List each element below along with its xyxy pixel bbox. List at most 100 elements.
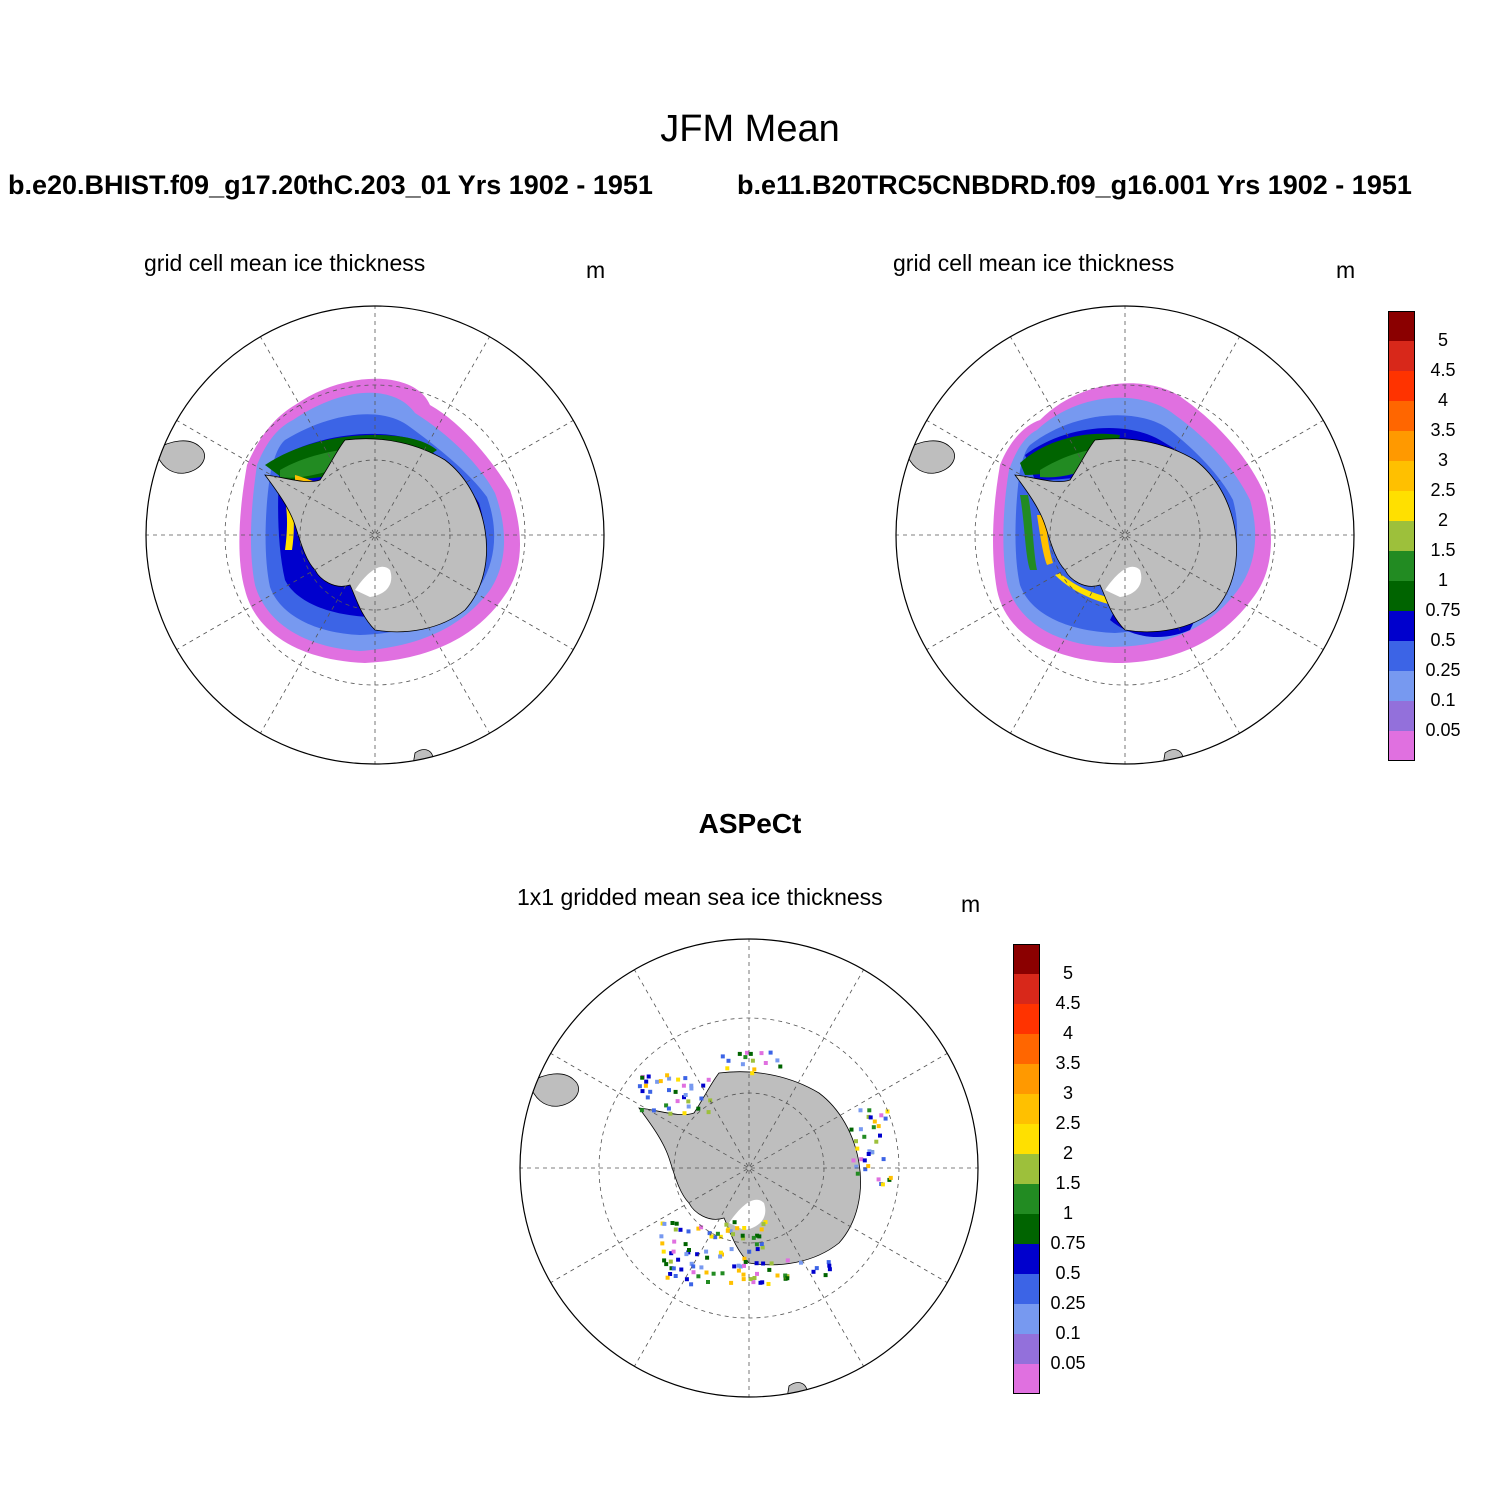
observation-cell [740, 1233, 745, 1238]
observation-cell [759, 1227, 764, 1232]
observation-cell [775, 1058, 780, 1063]
south-america-land [904, 440, 955, 474]
colorbar-tick-label: 2.5 [1430, 480, 1456, 500]
observation-cell [874, 1139, 879, 1144]
observation-cell [706, 1280, 710, 1284]
colorbar-tick-label: 3 [1437, 450, 1448, 470]
observation-cell [655, 1079, 660, 1084]
observation-cell [827, 1263, 832, 1268]
observation-cell [648, 1089, 653, 1094]
observation-cell [725, 1066, 730, 1071]
observation-cell [738, 1264, 743, 1269]
observation-cell [706, 1077, 711, 1082]
observation-cell [639, 1108, 644, 1113]
observation-cell [729, 1247, 734, 1252]
observation-cell [689, 1083, 694, 1088]
weddell-embayment [729, 1199, 766, 1230]
observation-cell [668, 1111, 673, 1116]
observation-cell [757, 1234, 762, 1239]
observation-cell [676, 1077, 681, 1082]
colorbar-tick-label: 2 [1437, 510, 1448, 530]
observation-cell [706, 1110, 711, 1115]
observation-cell [728, 1229, 733, 1234]
colorbar-tick-label: 1.5 [1055, 1173, 1081, 1193]
antarctica-land [264, 438, 487, 633]
observation-cell [664, 1103, 669, 1108]
observation-cell [760, 1245, 765, 1250]
observation-cell [726, 1058, 731, 1063]
observation-cell [866, 1114, 871, 1119]
observation-cell [640, 1075, 645, 1080]
colorbar-tick-label: 0.05 [1050, 1353, 1086, 1373]
observation-cell [849, 1127, 854, 1132]
model-b-run-title: b.e11.B20TRC5CNBDRD.f09_g16.001 Yrs 1902… [737, 170, 1412, 200]
model-a-unit-label: m [586, 257, 606, 283]
observation-cell [750, 1071, 755, 1076]
observation-cell [707, 1231, 712, 1236]
observation-cell [689, 1282, 694, 1287]
observation-cell [826, 1260, 831, 1265]
observation-cell [785, 1276, 790, 1281]
observation-cell [854, 1164, 859, 1169]
observation-cell [763, 1061, 768, 1065]
observations-variable-label: 1x1 gridded mean sea ice thickness [517, 884, 883, 910]
observation-cell [775, 1273, 780, 1278]
colorbar-tick-label: 4 [1437, 390, 1448, 410]
observation-cell [876, 1177, 881, 1182]
colorbar-swatch [1013, 1154, 1040, 1184]
observation-cell [740, 1062, 745, 1067]
observation-cell [678, 1227, 683, 1232]
observation-cell [676, 1257, 681, 1262]
observation-cell [741, 1272, 746, 1277]
observation-cell [660, 1241, 665, 1246]
observation-cell [731, 1232, 735, 1237]
observation-cell [888, 1175, 893, 1180]
observation-cell [742, 1226, 747, 1230]
colorbar-tick-label: 1 [1062, 1203, 1073, 1223]
observation-cell [752, 1276, 757, 1280]
observation-cell [811, 1269, 816, 1274]
observation-cell [691, 1264, 696, 1269]
observation-cell [755, 1271, 759, 1276]
observation-cell [876, 1124, 881, 1129]
observation-cell [666, 1106, 671, 1111]
observation-cell [684, 1252, 689, 1257]
observation-cell [718, 1254, 723, 1259]
model-a-variable-label: grid cell mean ice thickness [144, 250, 426, 276]
observation-cell [751, 1235, 756, 1240]
observation-cell [858, 1108, 863, 1113]
observation-cell [743, 1055, 748, 1060]
observation-cell [880, 1182, 885, 1187]
observation-cell [673, 1227, 678, 1232]
observation-cell [760, 1280, 765, 1285]
observation-cell [741, 1236, 746, 1241]
colorbar-tick-label: 4.5 [1055, 993, 1081, 1013]
colorbar-tick-label: 0.75 [1050, 1233, 1086, 1253]
observation-cell [699, 1096, 704, 1101]
colorbar-tick-label: 3 [1062, 1083, 1073, 1103]
observation-cell [783, 1273, 788, 1278]
observation-cell [862, 1158, 867, 1163]
observation-cell [736, 1268, 741, 1273]
observation-cell [718, 1250, 723, 1255]
observation-cell [866, 1164, 871, 1169]
observations-graticule [520, 939, 978, 1397]
observation-cell [709, 1234, 714, 1239]
observation-cell [651, 1108, 656, 1113]
observation-cell [759, 1051, 764, 1056]
observation-cell [752, 1067, 757, 1072]
observation-cell [729, 1280, 734, 1285]
colorbar-tick-label: 0.75 [1425, 600, 1461, 620]
observation-cell [658, 1079, 663, 1084]
observation-cell [755, 1233, 760, 1238]
south-america-land [528, 1073, 579, 1107]
observation-cell [645, 1095, 650, 1100]
colorbar-tick-label: 2.5 [1055, 1113, 1081, 1133]
observation-cell [859, 1157, 864, 1162]
observation-cell [742, 1263, 746, 1268]
observation-cell [868, 1115, 873, 1120]
observation-cell [759, 1242, 764, 1246]
colorbar-tick-label: 4.5 [1430, 360, 1456, 380]
model-b-variable-label: grid cell mean ice thickness [893, 250, 1175, 276]
observation-cell [887, 1177, 892, 1182]
